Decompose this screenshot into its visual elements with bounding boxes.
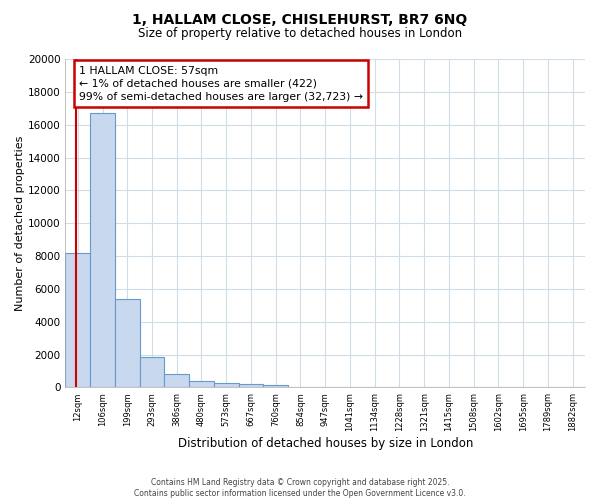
Text: 1, HALLAM CLOSE, CHISLEHURST, BR7 6NQ: 1, HALLAM CLOSE, CHISLEHURST, BR7 6NQ: [133, 12, 467, 26]
Bar: [189, 381, 214, 388]
Bar: [164, 374, 189, 388]
Bar: [115, 299, 140, 388]
Bar: [90, 113, 115, 388]
Text: Contains HM Land Registry data © Crown copyright and database right 2025.
Contai: Contains HM Land Registry data © Crown c…: [134, 478, 466, 498]
Y-axis label: Number of detached properties: Number of detached properties: [15, 136, 25, 311]
Bar: [214, 384, 239, 388]
Bar: [65, 253, 90, 388]
X-axis label: Distribution of detached houses by size in London: Distribution of detached houses by size …: [178, 437, 473, 450]
Bar: [263, 386, 288, 388]
Text: 1 HALLAM CLOSE: 57sqm
← 1% of detached houses are smaller (422)
99% of semi-deta: 1 HALLAM CLOSE: 57sqm ← 1% of detached h…: [79, 66, 363, 102]
Bar: [239, 384, 263, 388]
Bar: [140, 357, 164, 388]
Text: Size of property relative to detached houses in London: Size of property relative to detached ho…: [138, 28, 462, 40]
